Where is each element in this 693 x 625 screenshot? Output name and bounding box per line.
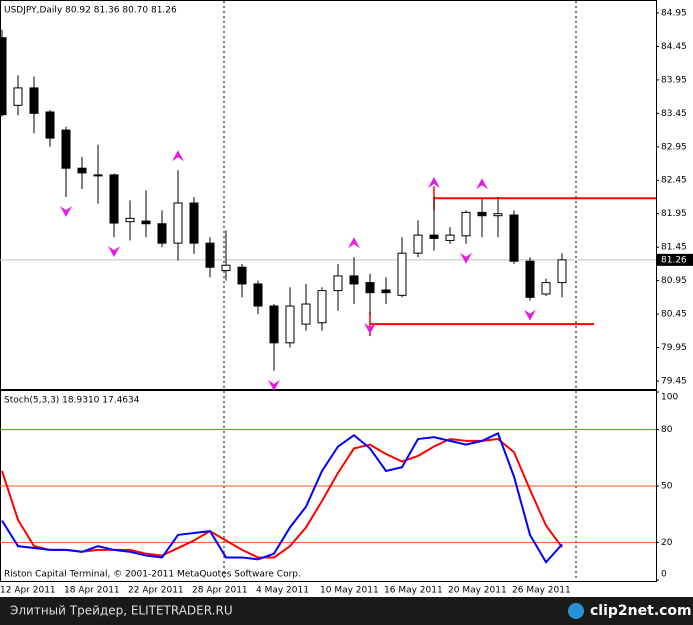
fractal-up [172, 150, 184, 162]
y-tick-label: 82.95 [661, 142, 687, 152]
footer-text: Элитный Трейдер, ELITETRADER.RU [10, 604, 233, 618]
candle-body [93, 174, 103, 177]
candle-body [77, 167, 87, 174]
logo-icon [568, 603, 584, 619]
y-tick-label: 83.45 [661, 109, 687, 119]
x-tick-label: 18 Apr 2011 [64, 586, 120, 596]
price-panel [0, 0, 657, 390]
candle-body [253, 283, 263, 307]
x-tick-label: 10 May 2011 [320, 586, 379, 596]
y-tick-label: 20 [661, 538, 673, 548]
candle-body [365, 282, 375, 294]
candle-body [45, 111, 55, 139]
y-tick-label: 81.45 [661, 243, 687, 253]
current-price-box [657, 253, 693, 266]
candle-body [397, 252, 407, 296]
watermark: Riston Capital Terminal, © 2001-2011 Met… [4, 570, 301, 580]
candle-body [541, 282, 551, 295]
fractal-down [524, 309, 536, 321]
y-tick-label: 100 [661, 393, 678, 403]
candle-body [493, 213, 503, 217]
candle-body [157, 223, 167, 244]
x-tick-label: 16 May 2011 [384, 586, 443, 596]
fractal-down [108, 246, 120, 258]
y-tick-label: 79.95 [661, 343, 687, 353]
candle-body [509, 214, 519, 262]
x-tick-label: 22 Apr 2011 [128, 586, 184, 596]
candle-body [61, 129, 71, 169]
y-tick-label: 50 [661, 482, 673, 492]
candle-body [205, 242, 215, 268]
fractal-up [348, 237, 360, 249]
candle-body [349, 275, 359, 285]
fractal-up [428, 176, 440, 188]
chart-title: USDJPY,Daily 80.92 81.36 80.70 81.26 [4, 6, 177, 16]
candle-body [333, 275, 343, 292]
y-tick-label: 84.45 [661, 42, 687, 52]
candle-body [141, 220, 151, 225]
y-tick-label: 83.95 [661, 75, 687, 85]
x-tick-label: 4 May 2011 [256, 586, 309, 596]
fractal-down [460, 252, 472, 264]
candle-body [125, 217, 135, 223]
candle-body [269, 305, 279, 344]
footer-logo: clip2net.com [590, 603, 692, 619]
x-tick-label: 12 Apr 2011 [0, 586, 56, 596]
fractal-down [268, 379, 280, 391]
candle-body [557, 259, 567, 284]
candle-body [173, 202, 183, 244]
x-tick-label: 20 May 2011 [448, 586, 507, 596]
candle-body [285, 305, 295, 344]
y-tick-label: 81.95 [661, 209, 687, 219]
stoch-line [1, 437, 563, 559]
y-tick-label: 80.45 [661, 310, 687, 320]
fractal-up [476, 178, 488, 190]
candle-body [317, 290, 327, 324]
y-tick-label: 79.45 [661, 376, 687, 386]
y-tick-label: 80 [661, 425, 673, 435]
candle-body [13, 87, 23, 106]
y-tick-label: 0 [661, 570, 667, 580]
candle-body [413, 234, 423, 254]
candle-body [477, 211, 487, 217]
candle-body [429, 234, 439, 239]
y-tick-label: 80.95 [661, 276, 687, 286]
candle-body [189, 202, 199, 244]
current-price-label: 81.26 [661, 255, 687, 265]
candle-body [221, 264, 231, 272]
candle-body [381, 289, 391, 294]
y-tick-label: 82.45 [661, 176, 687, 186]
candle-body [237, 266, 247, 285]
y-tick-label: 84.95 [661, 8, 687, 18]
candle-body [445, 234, 455, 241]
x-tick-label: 26 May 2011 [512, 586, 571, 596]
candle-body [109, 174, 119, 224]
fractal-down [364, 323, 376, 335]
candle-body [461, 211, 471, 237]
indicator-title: Stoch(5,3,3) 18.9310 17.4634 [4, 396, 140, 406]
x-tick-label: 28 Apr 2011 [192, 586, 248, 596]
candle-body [525, 260, 535, 298]
candle-body [301, 303, 311, 325]
candle-body [0, 37, 7, 116]
fractal-down [60, 205, 72, 217]
candle-body [29, 87, 39, 114]
stoch-line [1, 431, 563, 564]
